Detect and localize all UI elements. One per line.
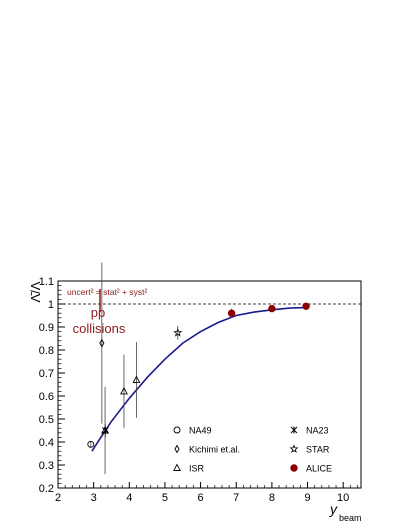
y-tick-label: 0.9 <box>39 322 54 334</box>
x-tick-label: 7 <box>233 492 239 504</box>
x-tick-label: 8 <box>269 492 275 504</box>
system-label-line1: pp <box>91 305 105 320</box>
y-tick-label: 0.2 <box>39 483 54 495</box>
legend-marker <box>173 463 181 471</box>
x-axis: 2 3 4 5 6 7 8 9 10 <box>55 482 358 504</box>
y-tick-label: 0.5 <box>39 414 54 426</box>
x-tick-label: 5 <box>162 492 168 504</box>
y-axis-title: Λ̄/Λ <box>28 281 43 302</box>
data-point <box>227 309 236 317</box>
system-label-line2: collisions <box>73 321 126 336</box>
data-point <box>87 440 95 448</box>
x-tick-label: 2 <box>55 492 61 504</box>
y-tick-label: 0.7 <box>39 368 54 380</box>
y-axis: 0.2 0.3 0.4 0.5 0.6 0.7 0.8 0.9 1 1.1 <box>39 276 65 495</box>
data-point <box>173 327 183 337</box>
marker-shape <box>132 375 141 383</box>
marker-shape <box>227 309 236 317</box>
legend-marker <box>289 444 299 453</box>
marker-shape <box>289 444 299 453</box>
y-tick-label: 0.4 <box>39 437 54 449</box>
x-axis-label: y <box>329 501 338 517</box>
data-point <box>268 304 276 313</box>
marker-shape <box>173 463 181 471</box>
marker-shape <box>99 338 105 348</box>
y-tick-label: 0.6 <box>39 391 54 403</box>
legend-label: NA23 <box>306 426 329 436</box>
marker-shape <box>268 304 276 313</box>
y-axis-label: Λ̄/Λ <box>28 281 43 302</box>
marker-shape <box>174 444 180 454</box>
x-tick-label: 3 <box>91 492 97 504</box>
marker-shape <box>302 302 310 310</box>
legend-label: Kichimi et.al. <box>189 445 240 455</box>
legend-label: ISR <box>189 464 205 474</box>
legend-marker <box>290 426 298 434</box>
x-tick-label: 4 <box>126 492 132 504</box>
y-tick-label: 1.1 <box>39 276 54 288</box>
legend-label: NA49 <box>189 426 212 436</box>
marker-shape <box>119 386 128 395</box>
y-tick-label: 0.8 <box>39 345 54 357</box>
x-tick-label: 9 <box>304 492 310 504</box>
marker-shape <box>290 426 298 434</box>
data-point <box>132 375 141 383</box>
legend-label: STAR <box>306 445 330 455</box>
marker-shape <box>102 427 109 434</box>
data-point <box>119 386 128 395</box>
legend-label: ALICE <box>306 464 332 474</box>
marker-shape <box>173 327 183 337</box>
data-points <box>87 262 310 475</box>
legend: NA49 Kichimi et.al. ISR NA23 STAR ALICE <box>173 426 332 474</box>
legend-marker <box>290 464 298 472</box>
data-point <box>102 427 109 434</box>
uncert-annotation: uncert² = stat² + syst² <box>67 287 147 297</box>
y-tick-label: 0.3 <box>39 460 54 472</box>
x-tick-label: 6 <box>198 492 204 504</box>
marker-shape <box>290 464 298 472</box>
data-point <box>99 338 105 348</box>
marker-shape <box>87 440 95 448</box>
plot-frame <box>57 280 362 489</box>
legend-marker <box>173 426 181 434</box>
data-point <box>302 302 310 310</box>
legend-marker <box>174 444 180 454</box>
y-tick-label: 1 <box>48 299 54 311</box>
marker-shape <box>173 426 181 434</box>
x-axis-label-subscript: beam <box>339 513 362 523</box>
x-tick-label: 10 <box>337 492 349 504</box>
